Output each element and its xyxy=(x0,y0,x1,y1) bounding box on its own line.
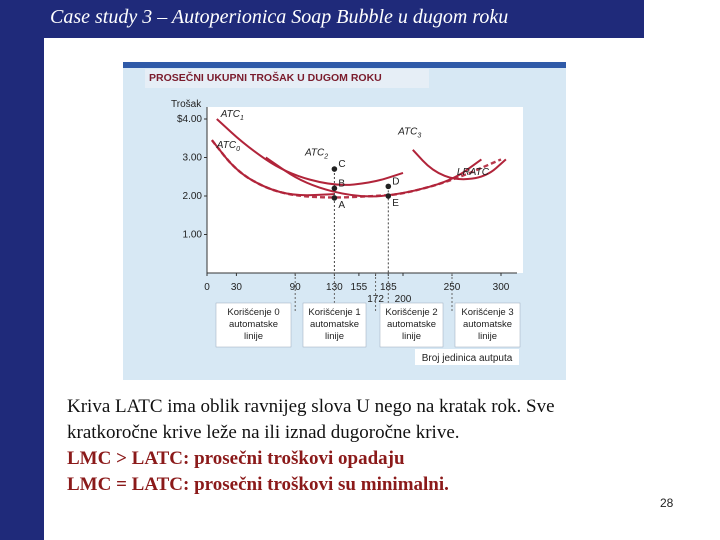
x-label-box xyxy=(415,349,519,365)
region-label: Korišćenje 0 xyxy=(227,307,279,318)
chart-figure: PROSEČNI UKUPNI TROŠAK U DUGOM ROKU $4.0… xyxy=(123,62,566,380)
region-label: Korišćenje 1 xyxy=(308,307,360,318)
region-box xyxy=(454,302,521,348)
x-tick-label: 30 xyxy=(231,282,243,293)
figure-title: PROSEČNI UKUPNI TROŠAK U DUGOM ROKU xyxy=(149,72,382,84)
region-label: linije xyxy=(244,331,263,342)
x-tick-label: 250 xyxy=(444,282,461,293)
text-line-2: kratkoročne krive leže na ili iznad dugo… xyxy=(67,422,460,443)
series-label-lratc: LRATC xyxy=(457,167,490,178)
x-tick-label: 300 xyxy=(493,282,510,293)
title-bar: Case study 3 – Autoperionica Soap Bubble… xyxy=(44,0,644,38)
series-label-atc2: ATC2 xyxy=(304,148,328,161)
region-label: automatske xyxy=(310,319,359,330)
plot-area xyxy=(207,107,523,273)
x-tick-label: 185 xyxy=(380,282,397,293)
y-tick-label: 1.00 xyxy=(183,230,203,241)
region-label: Korišćenje 2 xyxy=(385,307,437,318)
region-label: linije xyxy=(478,331,497,342)
region-label: automatske xyxy=(387,319,436,330)
region-label: automatske xyxy=(229,319,278,330)
x-tick-label: 0 xyxy=(204,282,210,293)
point-label-c: C xyxy=(338,159,345,170)
figure-top-strip xyxy=(123,62,566,68)
y-tick-label: 2.00 xyxy=(183,191,203,202)
point-label-d: D xyxy=(392,176,399,187)
point-b xyxy=(331,185,338,192)
cost-chart: $4.00 3.00 2.00 1.00 Trošak 0 30 90 130 155 185 250… xyxy=(171,99,523,365)
y-tick-label: 3.00 xyxy=(183,153,203,164)
x-tick-label: 130 xyxy=(326,282,343,293)
x-tick-label: 90 xyxy=(290,282,302,293)
point-c xyxy=(331,166,338,172)
left-accent-bar xyxy=(0,0,44,540)
region-box xyxy=(215,302,292,348)
x-tick-label: 155 xyxy=(351,282,368,293)
text-line-3: LMC > LATC: prosečni troškovi opadaju xyxy=(67,448,405,469)
region-label: linije xyxy=(325,331,344,342)
series-label-atc1: ATC1 xyxy=(220,109,244,122)
series-label-atc3: ATC3 xyxy=(397,126,421,139)
text-line-4: LMC = LATC: prosečni troškovi su minimal… xyxy=(67,474,449,495)
y-tick-label: $4.00 xyxy=(177,114,202,125)
region-box xyxy=(302,302,367,348)
series-atc1-line xyxy=(216,118,404,186)
region-label: automatske xyxy=(463,319,512,330)
text-line-1: Kriva LATC ima oblik ravnijeg slova U ne… xyxy=(67,396,555,417)
point-label-e: E xyxy=(392,198,399,209)
point-a xyxy=(331,195,338,201)
point-e xyxy=(385,193,392,199)
slide-title: Case study 3 – Autoperionica Soap Bubble… xyxy=(50,6,509,28)
y-axis-label: Trošak xyxy=(171,99,202,110)
series-label-atc0: ATC0 xyxy=(216,140,240,153)
region-label: linije xyxy=(402,331,421,342)
x-tick-label: 200 xyxy=(395,294,412,305)
figure-title-box xyxy=(145,69,429,88)
region-label: Korišćenje 3 xyxy=(461,307,513,318)
x-axis-label: Broj jedinica autputa xyxy=(422,353,513,364)
body-text: Kriva LATC ima oblik ravnijeg slova U ne… xyxy=(67,394,707,498)
page-number: 28 xyxy=(660,496,674,510)
point-d xyxy=(385,183,392,190)
region-box xyxy=(379,302,444,348)
point-label-b: B xyxy=(338,178,345,189)
x-tick-label: 172 xyxy=(367,294,384,305)
point-label-a: A xyxy=(338,200,345,211)
